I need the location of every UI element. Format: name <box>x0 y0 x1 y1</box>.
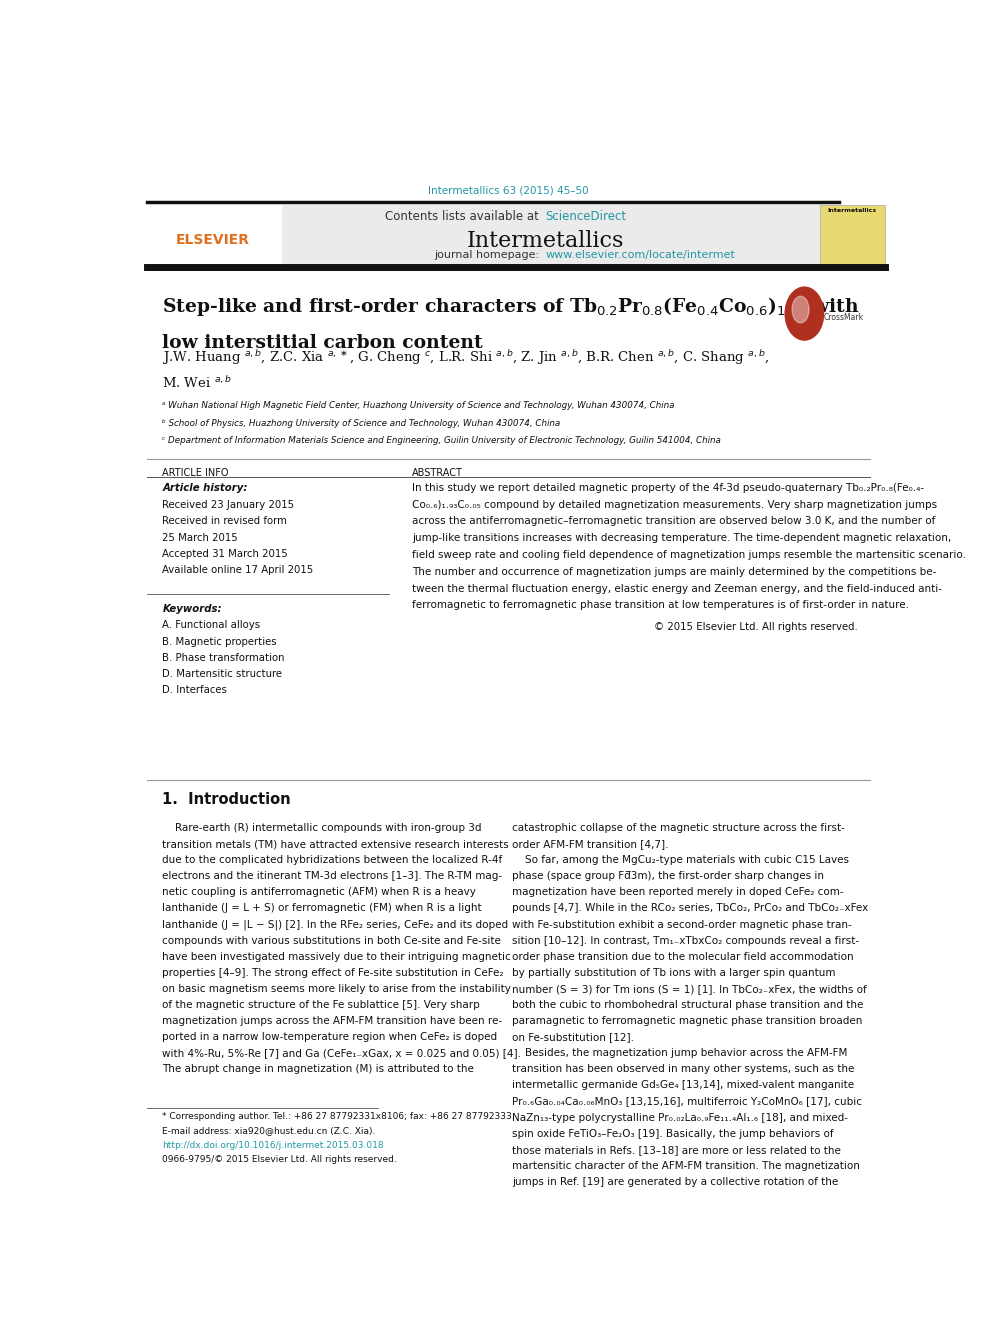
Text: field sweep rate and cooling field dependence of magnetization jumps resemble th: field sweep rate and cooling field depen… <box>413 550 966 560</box>
Text: Article history:: Article history: <box>163 483 248 492</box>
Text: ELSEVIER: ELSEVIER <box>176 233 249 247</box>
Text: A. Functional alloys: A. Functional alloys <box>163 620 261 630</box>
Text: ScienceDirect: ScienceDirect <box>546 209 626 222</box>
Text: have been investigated massively due to their intriguing magnetic: have been investigated massively due to … <box>163 951 511 962</box>
Text: ferromagnetic to ferromagnetic phase transition at low temperatures is of first-: ferromagnetic to ferromagnetic phase tra… <box>413 601 910 610</box>
Text: ABSTRACT: ABSTRACT <box>413 468 463 479</box>
Text: of the magnetic structure of the Fe sublattice [5]. Very sharp: of the magnetic structure of the Fe subl… <box>163 1000 480 1009</box>
Text: netic coupling is antiferromagnetic (AFM) when R is a heavy: netic coupling is antiferromagnetic (AFM… <box>163 888 476 897</box>
Text: www.elsevier.com/locate/intermet: www.elsevier.com/locate/intermet <box>546 250 735 261</box>
Text: with 4%-Ru, 5%-Re [7] and Ga (CeFe₁₋xGax, x = 0.025 and 0.05) [4].: with 4%-Ru, 5%-Re [7] and Ga (CeFe₁₋xGax… <box>163 1048 522 1058</box>
Text: with Fe-substitution exhibit a second-order magnetic phase tran-: with Fe-substitution exhibit a second-or… <box>512 919 852 930</box>
Text: NaZn₁₃-type polycrystalline Pr₀.₀₂La₀.₉Fe₁₁.₄Al₁.₆ [18], and mixed-: NaZn₁₃-type polycrystalline Pr₀.₀₂La₀.₉F… <box>512 1113 848 1123</box>
Text: order AFM-FM transition [4,7].: order AFM-FM transition [4,7]. <box>512 839 669 849</box>
Text: paramagnetic to ferromagnetic magnetic phase transition broaden: paramagnetic to ferromagnetic magnetic p… <box>512 1016 863 1027</box>
Text: lanthanide (J = |L − S|) [2]. In the RFe₂ series, CeFe₂ and its doped: lanthanide (J = |L − S|) [2]. In the RFe… <box>163 919 509 930</box>
Text: ARTICLE INFO: ARTICLE INFO <box>163 468 229 479</box>
Text: ᶜ Department of Information Materials Science and Engineering, Guilin University: ᶜ Department of Information Materials Sc… <box>163 435 721 445</box>
Text: Step-like and first-order characters of Tb$_{0.2}$Pr$_{0.8}$(Fe$_{0.4}$Co$_{0.6}: Step-like and first-order characters of … <box>163 295 860 319</box>
Text: E-mail address: xia920@hust.edu.cn (Z.C. Xia).: E-mail address: xia920@hust.edu.cn (Z.C.… <box>163 1127 376 1135</box>
Text: http://dx.doi.org/10.1016/j.intermet.2015.03.018: http://dx.doi.org/10.1016/j.intermet.201… <box>163 1140 384 1150</box>
Text: jump-like transitions increases with decreasing temperature. The time-dependent : jump-like transitions increases with dec… <box>413 533 951 544</box>
Text: across the antiferromagnetic–ferromagnetic transition are observed below 3.0 K, : across the antiferromagnetic–ferromagnet… <box>413 516 935 527</box>
Text: due to the complicated hybridizations between the localized R-4f: due to the complicated hybridizations be… <box>163 855 503 865</box>
Text: In this study we report detailed magnetic property of the 4f-3d pseudo-quaternar: In this study we report detailed magneti… <box>413 483 925 492</box>
Text: compounds with various substitutions in both Ce-site and Fe-site: compounds with various substitutions in … <box>163 935 501 946</box>
Text: journal homepage:: journal homepage: <box>434 250 543 261</box>
Text: 0966-9795/© 2015 Elsevier Ltd. All rights reserved.: 0966-9795/© 2015 Elsevier Ltd. All right… <box>163 1155 397 1164</box>
Text: ported in a narrow low-temperature region when CeFe₂ is doped: ported in a narrow low-temperature regio… <box>163 1032 498 1043</box>
Text: martensitic character of the AFM-FM transition. The magnetization: martensitic character of the AFM-FM tran… <box>512 1162 860 1171</box>
Text: phase (space group Fd̅3m), the first-order sharp changes in: phase (space group Fd̅3m), the first-ord… <box>512 872 824 881</box>
Ellipse shape <box>792 296 809 323</box>
Text: B. Phase transformation: B. Phase transformation <box>163 652 285 663</box>
Text: M. Wei $^{a,b}$: M. Wei $^{a,b}$ <box>163 374 232 390</box>
Text: Available online 17 April 2015: Available online 17 April 2015 <box>163 565 313 576</box>
Ellipse shape <box>786 287 823 340</box>
Text: Besides, the magnetization jump behavior across the AFM-FM: Besides, the magnetization jump behavior… <box>512 1048 847 1058</box>
Text: Rare-earth (R) intermetallic compounds with iron-group 3d: Rare-earth (R) intermetallic compounds w… <box>163 823 482 833</box>
Text: 25 March 2015: 25 March 2015 <box>163 533 238 542</box>
Text: number (S = 3) for Tm ions (S = 1) [1]. In TbCo₂₋xFex, the widths of: number (S = 3) for Tm ions (S = 1) [1]. … <box>512 984 867 994</box>
Text: magnetization jumps across the AFM-FM transition have been re-: magnetization jumps across the AFM-FM tr… <box>163 1016 503 1027</box>
Text: 1.  Introduction: 1. Introduction <box>163 792 291 807</box>
Text: Contents lists available at: Contents lists available at <box>385 209 543 222</box>
Text: J.W. Huang $^{a,b}$, Z.C. Xia $^{a,\ast}$, G. Cheng $^{c}$, L.R. Shi $^{a,b}$, Z: J.W. Huang $^{a,b}$, Z.C. Xia $^{a,\ast}… <box>163 348 770 368</box>
Text: both the cubic to rhombohedral structural phase transition and the: both the cubic to rhombohedral structura… <box>512 1000 864 1009</box>
FancyBboxPatch shape <box>282 205 819 266</box>
Text: by partially substitution of Tb ions with a larger spin quantum: by partially substitution of Tb ions wit… <box>512 968 835 978</box>
Text: transition has been observed in many other systems, such as the: transition has been observed in many oth… <box>512 1065 855 1074</box>
Text: Co₀.₆)₁.₉₃C₀.₀₅ compound by detailed magnetization measurements. Very sharp magn: Co₀.₆)₁.₉₃C₀.₀₅ compound by detailed mag… <box>413 500 937 509</box>
Text: intermetallic germanide Gd₅Ge₄ [13,14], mixed-valent manganite: intermetallic germanide Gd₅Ge₄ [13,14], … <box>512 1081 854 1090</box>
Text: D. Interfaces: D. Interfaces <box>163 685 227 696</box>
Text: on basic magnetism seems more likely to arise from the instability: on basic magnetism seems more likely to … <box>163 984 511 994</box>
Text: CrossMark: CrossMark <box>823 314 864 323</box>
Text: ᵇ School of Physics, Huazhong University of Science and Technology, Wuhan 430074: ᵇ School of Physics, Huazhong University… <box>163 418 560 427</box>
Text: transition metals (TM) have attracted extensive research interests: transition metals (TM) have attracted ex… <box>163 839 509 849</box>
Text: Pr₀.₆Ga₀.₀₄Ca₀.₀₆MnO₃ [13,15,16], multiferroic Y₂CoMnO₆ [17], cubic: Pr₀.₆Ga₀.₀₄Ca₀.₀₆MnO₃ [13,15,16], multif… <box>512 1097 862 1106</box>
Text: Intermetallics: Intermetallics <box>466 230 624 253</box>
FancyBboxPatch shape <box>819 205 885 266</box>
Text: magnetization have been reported merely in doped CeFe₂ com-: magnetization have been reported merely … <box>512 888 844 897</box>
Text: on Fe-substitution [12].: on Fe-substitution [12]. <box>512 1032 634 1043</box>
Text: sition [10–12]. In contrast, Tm₁₋xTbxCo₂ compounds reveal a first-: sition [10–12]. In contrast, Tm₁₋xTbxCo₂… <box>512 935 859 946</box>
Text: Received 23 January 2015: Received 23 January 2015 <box>163 500 295 511</box>
Text: low interstitial carbon content: low interstitial carbon content <box>163 333 483 352</box>
Text: Received in revised form: Received in revised form <box>163 516 288 527</box>
Text: catastrophic collapse of the magnetic structure across the first-: catastrophic collapse of the magnetic st… <box>512 823 845 833</box>
Text: © 2015 Elsevier Ltd. All rights reserved.: © 2015 Elsevier Ltd. All rights reserved… <box>655 622 858 632</box>
Text: B. Magnetic properties: B. Magnetic properties <box>163 636 277 647</box>
Text: lanthanide (J = L + S) or ferromagnetic (FM) when R is a light: lanthanide (J = L + S) or ferromagnetic … <box>163 904 482 913</box>
Text: ᵃ Wuhan National High Magnetic Field Center, Huazhong University of Science and : ᵃ Wuhan National High Magnetic Field Cen… <box>163 401 675 410</box>
Text: those materials in Refs. [13–18] are more or less related to the: those materials in Refs. [13–18] are mor… <box>512 1144 841 1155</box>
Text: pounds [4,7]. While in the RCo₂ series, TbCo₂, PrCo₂ and TbCo₂₋xFex: pounds [4,7]. While in the RCo₂ series, … <box>512 904 868 913</box>
Text: electrons and the itinerant TM-3d electrons [1–3]. The R-TM mag-: electrons and the itinerant TM-3d electr… <box>163 872 503 881</box>
Text: Intermetallics: Intermetallics <box>827 208 877 213</box>
Text: D. Martensitic structure: D. Martensitic structure <box>163 669 283 679</box>
Text: Accepted 31 March 2015: Accepted 31 March 2015 <box>163 549 289 558</box>
Text: The abrupt change in magnetization (M) is attributed to the: The abrupt change in magnetization (M) i… <box>163 1065 474 1074</box>
Text: properties [4–9]. The strong effect of Fe-site substitution in CeFe₂: properties [4–9]. The strong effect of F… <box>163 968 504 978</box>
Text: spin oxide FeTiO₃–Fe₂O₃ [19]. Basically, the jump behaviors of: spin oxide FeTiO₃–Fe₂O₃ [19]. Basically,… <box>512 1129 834 1139</box>
Text: Intermetallics 63 (2015) 45–50: Intermetallics 63 (2015) 45–50 <box>429 185 588 196</box>
Text: order phase transition due to the molecular field accommodation: order phase transition due to the molecu… <box>512 951 854 962</box>
FancyBboxPatch shape <box>147 205 282 266</box>
Text: tween the thermal fluctuation energy, elastic energy and Zeeman energy, and the : tween the thermal fluctuation energy, el… <box>413 583 942 594</box>
Text: * Corresponding author. Tel.: +86 27 87792331x8106; fax: +86 27 87792333.: * Corresponding author. Tel.: +86 27 877… <box>163 1113 515 1122</box>
Text: So far, among the MgCu₂-type materials with cubic C15 Laves: So far, among the MgCu₂-type materials w… <box>512 855 849 865</box>
Text: Keywords:: Keywords: <box>163 603 222 614</box>
Text: jumps in Ref. [19] are generated by a collective rotation of the: jumps in Ref. [19] are generated by a co… <box>512 1177 838 1187</box>
Text: The number and occurrence of magnetization jumps are mainly determined by the co: The number and occurrence of magnetizati… <box>413 566 936 577</box>
